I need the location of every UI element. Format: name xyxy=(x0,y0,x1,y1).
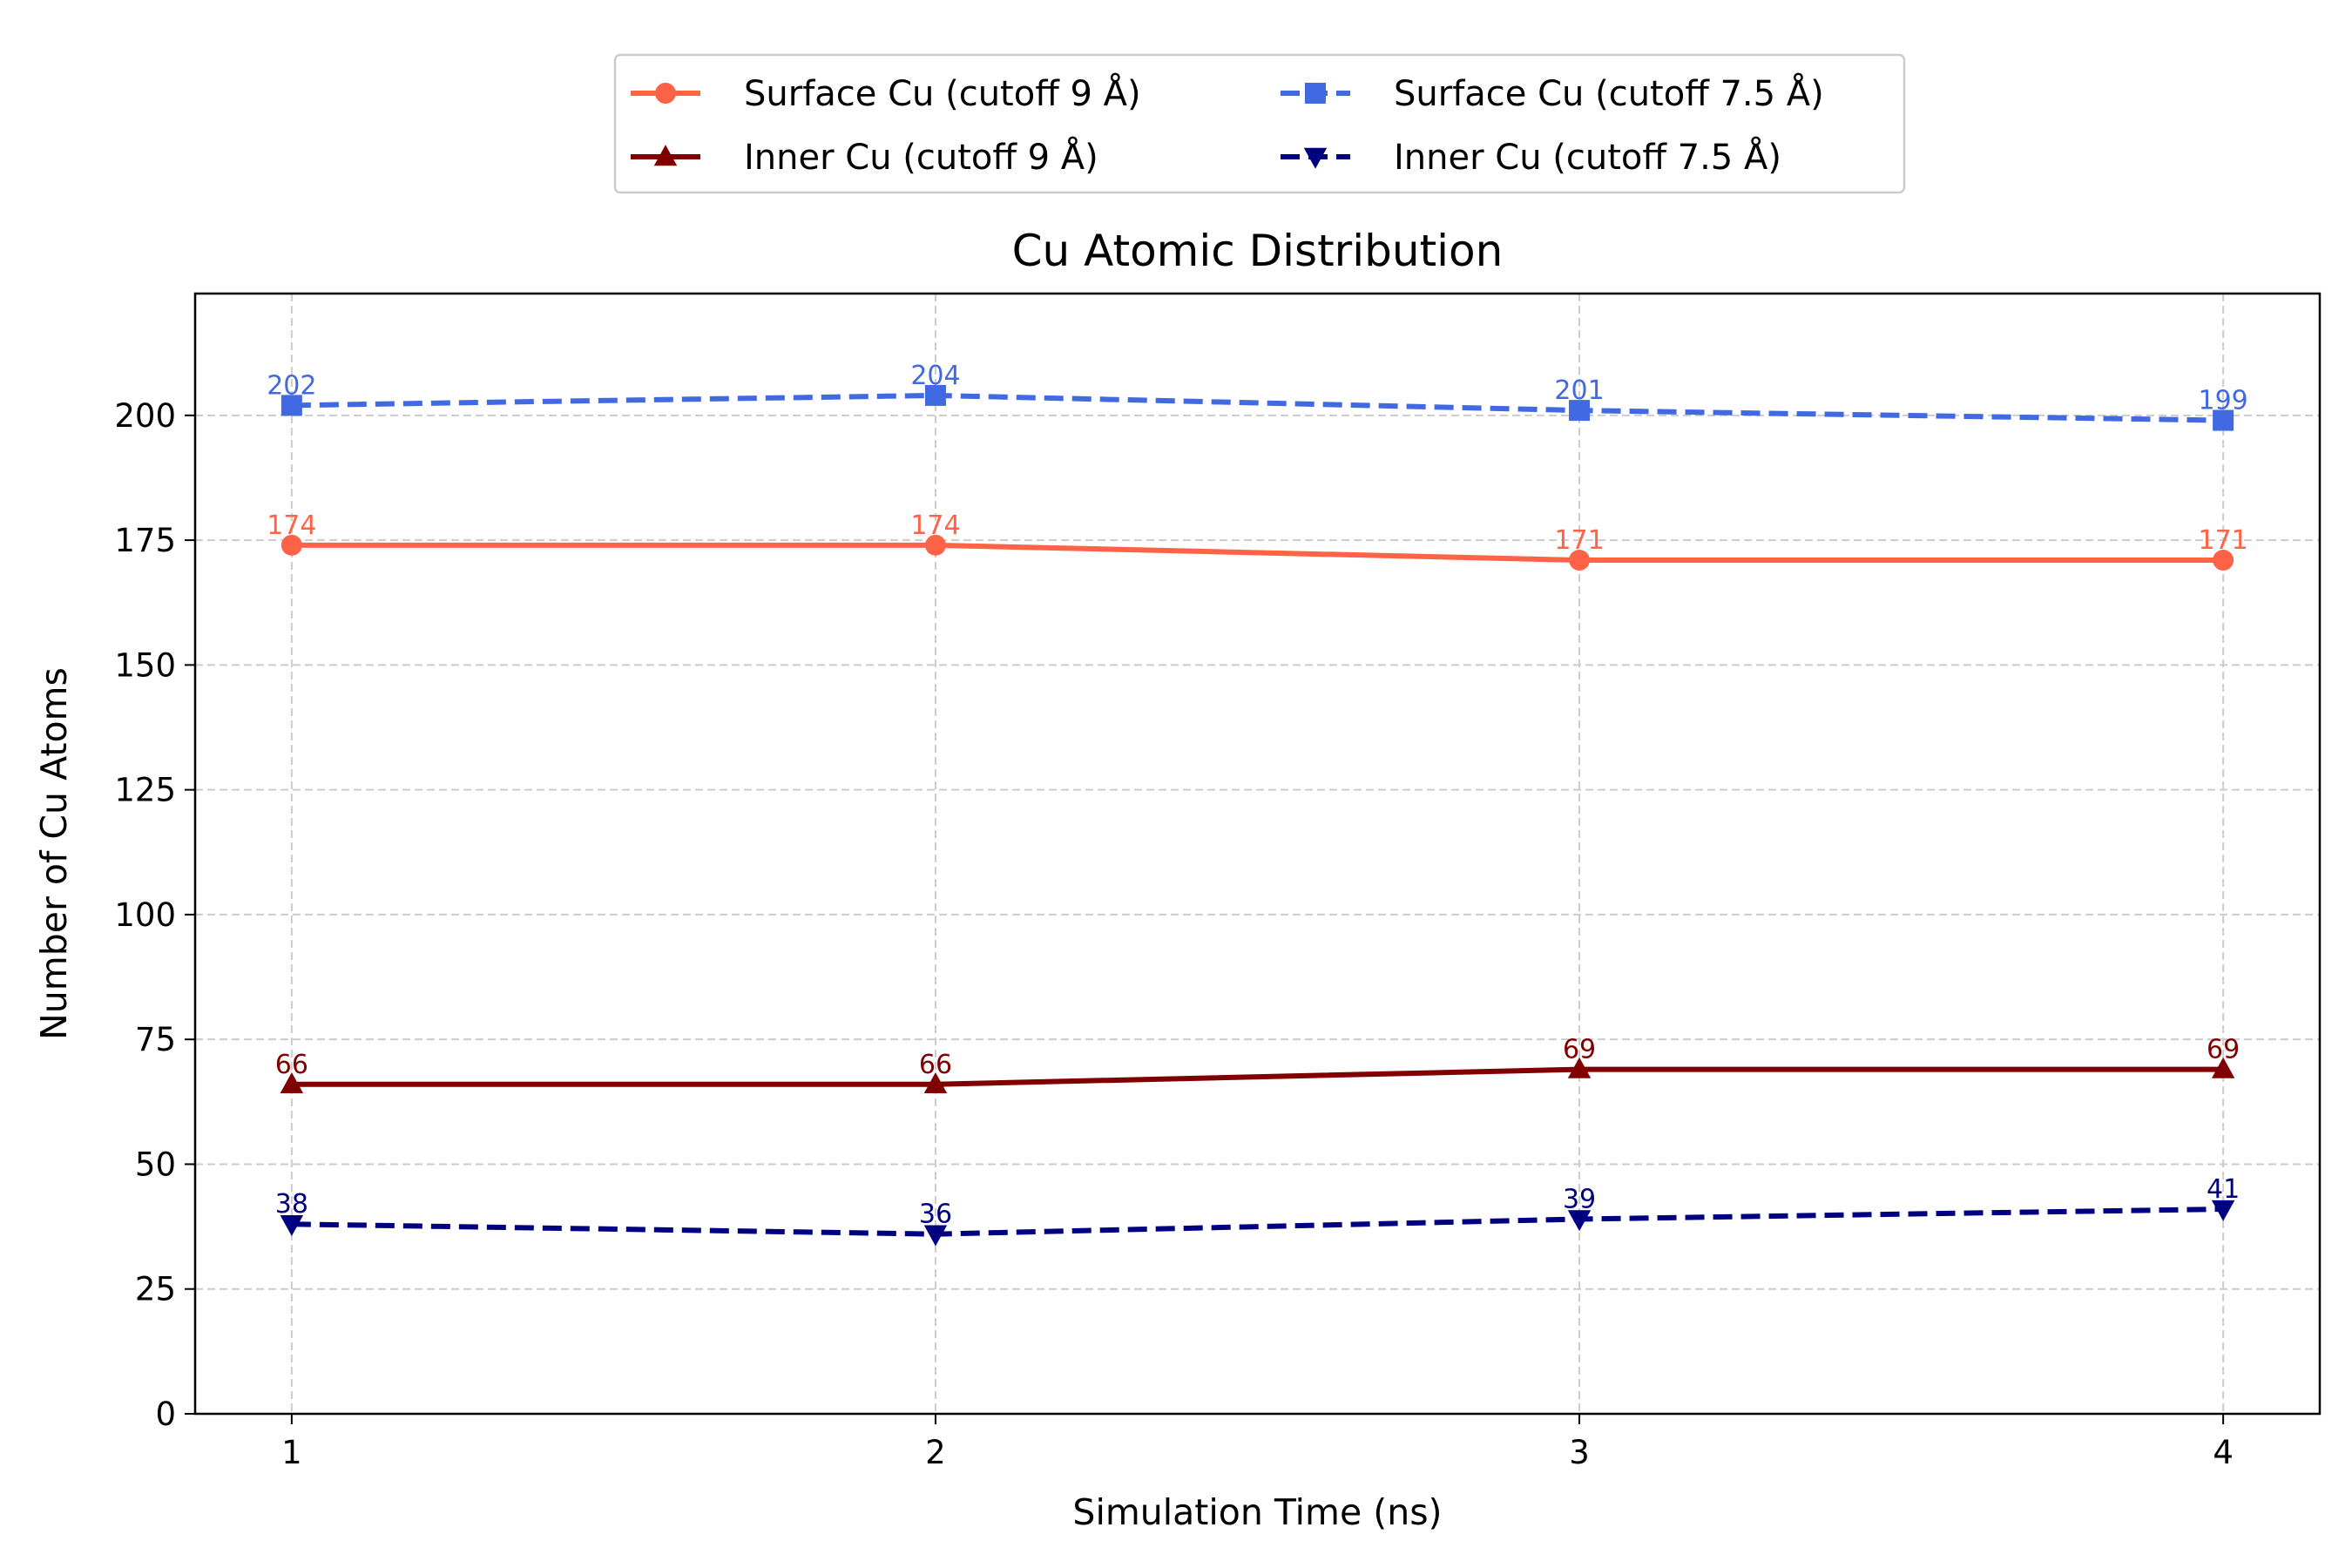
data-label: 174 xyxy=(267,510,316,541)
data-label: 66 xyxy=(275,1050,308,1080)
data-label: 174 xyxy=(910,510,960,541)
y-tick-label: 25 xyxy=(135,1271,176,1308)
y-tick-label: 125 xyxy=(114,772,176,809)
data-point xyxy=(1567,1210,1592,1232)
series-2: 202 204 201 199 xyxy=(267,361,2248,431)
data-label: 199 xyxy=(2199,386,2248,416)
series-line xyxy=(291,1206,2224,1237)
legend-item: Inner Cu (cutoff 7.5 Å) xyxy=(1281,136,1781,178)
data-point xyxy=(280,1215,304,1237)
y-tick-label: 175 xyxy=(114,522,176,559)
x-tick-label: 3 xyxy=(1569,1434,1590,1471)
data-point xyxy=(923,1071,948,1093)
data-point xyxy=(924,534,946,556)
series-layer: 174 174 171 171 202 204 201 199 66 66 69 69 38 36 39 41 xyxy=(267,361,2248,1247)
legend-box xyxy=(613,53,1906,194)
data-point xyxy=(923,1225,948,1247)
data-point xyxy=(280,1071,304,1093)
series-line xyxy=(291,542,2224,564)
x-tick-label: 2 xyxy=(925,1434,946,1471)
data-point xyxy=(924,384,946,406)
data-point xyxy=(1303,147,1328,169)
y-tick-label: 100 xyxy=(114,896,176,934)
series-1: 174 174 171 171 xyxy=(267,510,2248,571)
y-tick-label: 200 xyxy=(114,397,176,435)
data-point xyxy=(1567,1057,1592,1078)
series-4: 38 36 39 41 xyxy=(275,1174,2240,1247)
x-tick-label: 1 xyxy=(281,1434,302,1471)
y-axis-title: Number of Cu Atoms xyxy=(33,667,75,1040)
series-line xyxy=(291,392,2224,423)
data-point xyxy=(2213,550,2234,571)
data-point xyxy=(1569,400,1591,422)
data-label: 201 xyxy=(1554,375,1604,406)
legend-label: Inner Cu (cutoff 9 Å) xyxy=(744,136,1098,178)
data-point xyxy=(280,395,302,416)
data-point xyxy=(653,145,678,166)
legend-item: Surface Cu (cutoff 9 Å) xyxy=(631,72,1141,114)
chart-title: Cu Atomic Distribution xyxy=(1012,226,1504,276)
data-point xyxy=(1305,83,1326,104)
data-label: 39 xyxy=(1563,1184,1596,1214)
legend-label: Surface Cu (cutoff 7.5 Å) xyxy=(1394,72,1824,114)
data-point xyxy=(655,83,676,104)
data-point xyxy=(2211,1200,2235,1221)
legend: Surface Cu (cutoff 9 Å) Inner Cu (cutoff … xyxy=(613,53,1906,194)
data-point xyxy=(280,534,302,556)
x-tick-label: 4 xyxy=(2213,1434,2234,1471)
legend-item: Surface Cu (cutoff 7.5 Å) xyxy=(1281,72,1824,114)
data-label: 38 xyxy=(275,1189,308,1220)
y-tick-label: 150 xyxy=(114,646,176,684)
data-point xyxy=(2211,1057,2235,1078)
data-label: 69 xyxy=(1563,1035,1596,1065)
data-label: 204 xyxy=(910,361,960,391)
legend-label: Surface Cu (cutoff 9 Å) xyxy=(744,72,1141,114)
data-label: 41 xyxy=(2207,1174,2240,1205)
grid xyxy=(195,294,2320,1415)
data-label: 66 xyxy=(919,1050,952,1080)
plot-frame xyxy=(193,292,2322,1416)
series-line xyxy=(291,1066,2224,1087)
axes: 1 2 3 4 0 25 50 75 100 125 150 175 200 xyxy=(114,397,2234,1471)
data-label: 69 xyxy=(2207,1035,2240,1065)
data-label: 202 xyxy=(267,370,316,401)
y-tick-label: 50 xyxy=(135,1146,176,1183)
data-label: 36 xyxy=(919,1200,952,1230)
data-point xyxy=(2213,409,2234,431)
x-axis-title: Simulation Time (ns) xyxy=(1072,1491,1442,1533)
series-3: 66 66 69 69 xyxy=(275,1035,2240,1093)
data-point xyxy=(1569,550,1591,571)
data-label: 171 xyxy=(2199,525,2248,556)
legend-label: Inner Cu (cutoff 7.5 Å) xyxy=(1394,136,1781,178)
y-tick-label: 0 xyxy=(155,1396,176,1433)
data-label: 171 xyxy=(1554,525,1604,556)
y-tick-label: 75 xyxy=(135,1021,176,1058)
legend-item: Inner Cu (cutoff 9 Å) xyxy=(631,136,1098,178)
